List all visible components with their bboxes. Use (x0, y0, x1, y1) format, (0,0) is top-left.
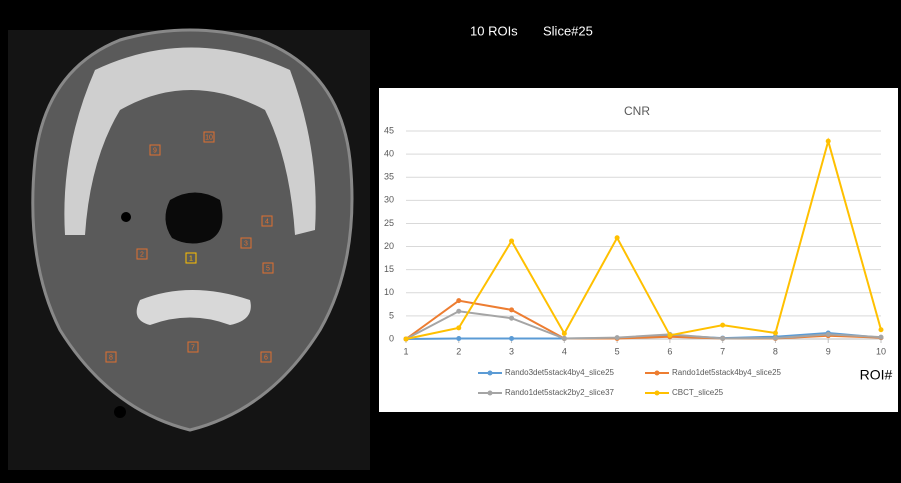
y-tick-label: 35 (384, 172, 394, 182)
marker (879, 335, 884, 340)
marker (509, 336, 514, 341)
legend-label: Rando1det5stack4by4_slice25 (672, 368, 782, 377)
marker (456, 336, 461, 341)
legend-label: Rando3det5stack4by4_slice25 (505, 368, 615, 377)
x-tick-label: 1 (403, 346, 408, 356)
marker (773, 336, 778, 341)
roi-label: 6 (264, 354, 268, 361)
header-slice: Slice#25 (543, 23, 593, 38)
x-tick-label: 7 (720, 346, 725, 356)
marker (720, 323, 725, 328)
marker (456, 325, 461, 330)
x-tick-label: 5 (615, 346, 620, 356)
marker (456, 298, 461, 303)
slide: 12345678910 10 ROIs Slice#25 CNR ROI# 05… (0, 0, 901, 483)
chart-title: CNR (624, 104, 650, 118)
roi-label: 2 (140, 251, 144, 258)
roi-label: 1 (189, 255, 193, 262)
marker (773, 330, 778, 335)
y-tick-label: 25 (384, 218, 394, 228)
marker (562, 331, 567, 336)
airway (165, 193, 222, 244)
x-axis-title: ROI# (860, 367, 893, 383)
marker (826, 139, 831, 144)
roi-label: 4 (265, 218, 269, 225)
roi-label: 3 (244, 240, 248, 247)
legend-marker (488, 391, 493, 396)
air-hole (114, 406, 126, 418)
legend-marker (488, 371, 493, 376)
marker (615, 335, 620, 340)
x-tick-label: 2 (456, 346, 461, 356)
roi-label: 10 (205, 134, 213, 141)
legend-marker (655, 391, 660, 396)
header-rois: 10 ROIs (470, 23, 518, 38)
x-tick-label: 6 (667, 346, 672, 356)
marker (509, 239, 514, 244)
legend-label: Rando1det5stack2by2_slice37 (505, 388, 615, 397)
x-tick-label: 3 (509, 346, 514, 356)
y-tick-label: 45 (384, 125, 394, 135)
chart-area (379, 88, 898, 412)
marker (509, 307, 514, 312)
marker (404, 337, 409, 342)
marker (456, 309, 461, 314)
y-tick-label: 5 (389, 310, 394, 320)
y-tick-label: 40 (384, 148, 394, 158)
x-tick-label: 8 (773, 346, 778, 356)
roi-label: 9 (153, 147, 157, 154)
roi-label: 7 (191, 344, 195, 351)
y-tick-label: 20 (384, 241, 394, 251)
legend-marker (655, 371, 660, 376)
y-tick-label: 30 (384, 195, 394, 205)
marker (562, 336, 567, 341)
y-tick-label: 10 (384, 287, 394, 297)
y-tick-label: 15 (384, 264, 394, 274)
roi-label: 8 (109, 354, 113, 361)
marker (615, 235, 620, 240)
marker (667, 333, 672, 338)
marker (826, 332, 831, 337)
legend-label: CBCT_slice25 (672, 388, 724, 397)
y-tick-label: 0 (389, 333, 394, 343)
x-tick-label: 4 (562, 346, 567, 356)
air-hole (121, 212, 131, 222)
x-tick-label: 9 (826, 346, 831, 356)
marker (879, 327, 884, 332)
marker (720, 336, 725, 341)
marker (509, 316, 514, 321)
x-tick-label: 10 (876, 346, 886, 356)
roi-label: 5 (266, 265, 270, 272)
ct-image (8, 30, 370, 470)
